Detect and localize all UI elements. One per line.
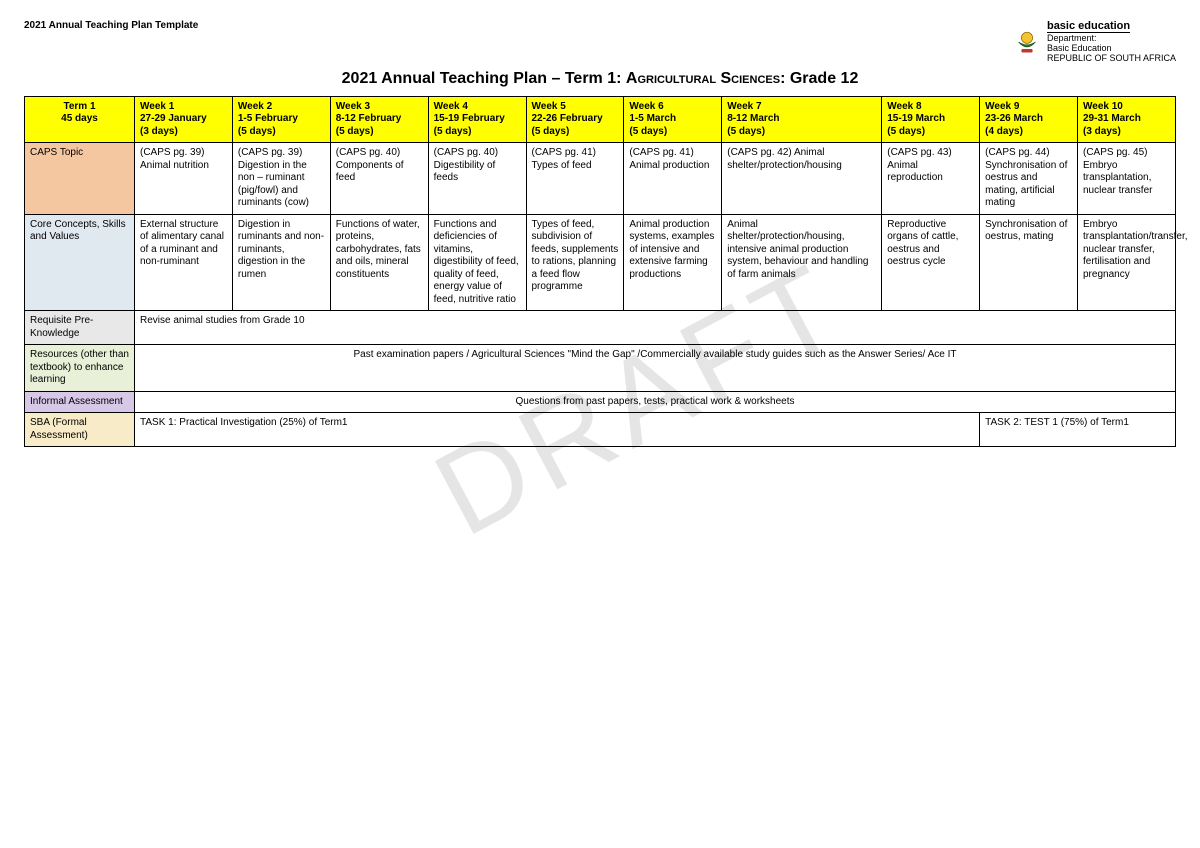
logo-main: basic education: [1047, 20, 1130, 33]
logo-text: basic education Department: Basic Educat…: [1047, 20, 1176, 64]
crest-icon: [1013, 28, 1041, 56]
sba-row: SBA (Formal Assessment) TASK 1: Practica…: [25, 413, 1176, 447]
header-row: Term 1 45 days Week 127-29 January (3 day…: [25, 96, 1176, 143]
dates: 23-26 March: [985, 113, 1043, 124]
dates: 15-19 February: [434, 113, 505, 124]
caps-cell: (CAPS pg. 41) Types of feed: [526, 143, 624, 215]
week-header: Week 21-5 February (5 days): [232, 96, 330, 143]
template-label: 2021 Annual Teaching Plan Template: [24, 20, 198, 31]
core-cell: Reproductive organs of cattle, oestrus a…: [882, 214, 980, 311]
dates: 27-29 January: [140, 113, 207, 124]
days: (5 days): [532, 126, 570, 137]
core-row: Core Concepts, Skills and Values Externa…: [25, 214, 1176, 311]
logo-sub2: Basic Education: [1047, 43, 1112, 53]
wk: Week 5: [532, 101, 566, 112]
week-header: Week 815-19 March (5 days): [882, 96, 980, 143]
dates: 22-26 February: [532, 113, 603, 124]
sba-label: SBA (Formal Assessment): [25, 413, 135, 447]
sba-task2: TASK 2: TEST 1 (75%) of Term1: [980, 413, 1176, 447]
informal-row: Informal Assessment Questions from past …: [25, 391, 1176, 413]
wk: Week 3: [336, 101, 370, 112]
dates: 1-5 February: [238, 113, 298, 124]
logo-block: basic education Department: Basic Educat…: [1013, 20, 1176, 64]
resources-text: Past examination papers / Agricultural S…: [135, 345, 1176, 392]
dates: 1-5 March: [629, 113, 676, 124]
caps-cell: (CAPS pg. 44) Synchronisation of oestrus…: [980, 143, 1078, 215]
core-cell: Animal shelter/protection/housing, inten…: [722, 214, 882, 311]
days: (3 days): [1083, 126, 1121, 137]
term-days: 45 days: [61, 113, 98, 124]
informal-text: Questions from past papers, tests, pract…: [135, 391, 1176, 413]
caps-label: CAPS Topic: [25, 143, 135, 215]
core-cell: Digestion in ruminants and non-ruminants…: [232, 214, 330, 311]
dates: 8-12 February: [336, 113, 402, 124]
logo-sub3: REPUBLIC OF SOUTH AFRICA: [1047, 53, 1176, 63]
days: (3 days): [140, 126, 178, 137]
topbar: 2021 Annual Teaching Plan Template basic…: [24, 20, 1176, 64]
wk: Week 10: [1083, 101, 1123, 112]
wk: Week 2: [238, 101, 272, 112]
caps-cell: (CAPS pg. 41) Animal production: [624, 143, 722, 215]
wk: Week 6: [629, 101, 663, 112]
resources-label: Resources (other than textbook) to enhan…: [25, 345, 135, 392]
days: (5 days): [887, 126, 925, 137]
wk: Week 8: [887, 101, 921, 112]
resources-row: Resources (other than textbook) to enhan…: [25, 345, 1176, 392]
wk: Week 7: [727, 101, 761, 112]
caps-row: CAPS Topic (CAPS pg. 39) Animal nutritio…: [25, 143, 1176, 215]
caps-cell: (CAPS pg. 43) Animal reproduction: [882, 143, 980, 215]
core-cell: Embryo transplantation/transfer, nuclear…: [1078, 214, 1176, 311]
term-label: Term 1: [63, 101, 95, 112]
wk: Week 9: [985, 101, 1019, 112]
week-header: Week 127-29 January (3 days): [135, 96, 233, 143]
plan-table: Term 1 45 days Week 127-29 January (3 day…: [24, 96, 1176, 448]
core-cell: Animal production systems, examples of i…: [624, 214, 722, 311]
wk: Week 1: [140, 101, 174, 112]
caps-cell: (CAPS pg. 39) Animal nutrition: [135, 143, 233, 215]
days: (5 days): [434, 126, 472, 137]
prereq-label: Requisite Pre-Knowledge: [25, 311, 135, 345]
caps-cell: (CAPS pg. 45) Embryo transplantation, nu…: [1078, 143, 1176, 215]
title-suffix: : Grade 12: [780, 70, 858, 87]
core-label: Core Concepts, Skills and Values: [25, 214, 135, 311]
caps-cell: (CAPS pg. 40) Components of feed: [330, 143, 428, 215]
informal-label: Informal Assessment: [25, 391, 135, 413]
caps-cell: (CAPS pg. 42) Animal shelter/protection/…: [722, 143, 882, 215]
caps-cell: (CAPS pg. 40) Digestibility of feeds: [428, 143, 526, 215]
logo-sub1: Department:: [1047, 33, 1097, 43]
dates: 15-19 March: [887, 113, 945, 124]
wk: Week 4: [434, 101, 468, 112]
days: (5 days): [336, 126, 374, 137]
sba-task1: TASK 1: Practical Investigation (25%) of…: [135, 413, 980, 447]
core-cell: Synchronisation of oestrus, mating: [980, 214, 1078, 311]
term-header: Term 1 45 days: [25, 96, 135, 143]
dates: 8-12 March: [727, 113, 779, 124]
core-cell: Types of feed, subdivision of feeds, sup…: [526, 214, 624, 311]
core-cell: Functions and deficiencies of vitamins, …: [428, 214, 526, 311]
week-header: Week 923-26 March (4 days): [980, 96, 1078, 143]
days: (5 days): [238, 126, 276, 137]
week-header: Week 38-12 February (5 days): [330, 96, 428, 143]
core-cell: Functions of water, proteins, carbohydra…: [330, 214, 428, 311]
days: (5 days): [727, 126, 765, 137]
caps-cell: (CAPS pg. 39) Digestion in the non – rum…: [232, 143, 330, 215]
page-title: 2021 Annual Teaching Plan – Term 1: Agri…: [24, 70, 1176, 88]
week-header: Week 61-5 March (5 days): [624, 96, 722, 143]
week-header: Week 415-19 February (5 days): [428, 96, 526, 143]
days: (5 days): [629, 126, 667, 137]
days: (4 days): [985, 126, 1023, 137]
week-header: Week 78-12 March (5 days): [722, 96, 882, 143]
dates: 29-31 March: [1083, 113, 1141, 124]
week-header: Week 522-26 February (5 days): [526, 96, 624, 143]
core-cell: External structure of alimentary canal o…: [135, 214, 233, 311]
week-header: Week 1029-31 March (3 days): [1078, 96, 1176, 143]
prereq-row: Requisite Pre-Knowledge Revise animal st…: [25, 311, 1176, 345]
title-prefix: 2021 Annual Teaching Plan – Term 1:: [342, 70, 626, 87]
title-subject: Agricultural Sciences: [626, 70, 780, 87]
prereq-text: Revise animal studies from Grade 10: [135, 311, 1176, 345]
